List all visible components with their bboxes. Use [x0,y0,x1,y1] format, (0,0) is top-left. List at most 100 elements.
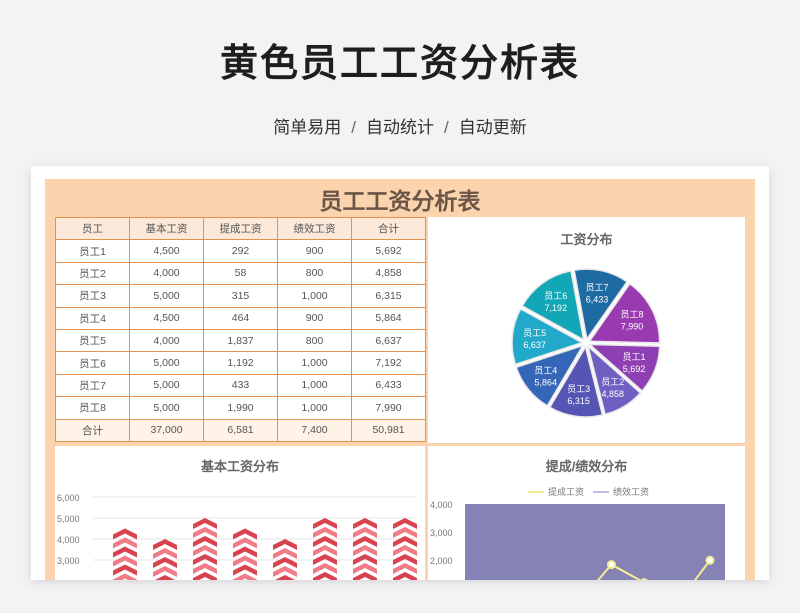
subtitle-part-auto-stat: 自动统计 [366,118,434,137]
pie-chart-title: 工资分布 [560,232,613,247]
pie-slice-label: 员工7 [585,283,608,293]
pie-chart-panel: 工资分布 员工8 7,990 员工1 5,692 员工2 4,858 员工3 6,315 员工4… [428,217,745,443]
bar [153,539,177,580]
pie-slice [511,307,584,366]
bar-chevron [193,545,217,556]
bar-chevron [233,573,257,580]
pie-slice [548,345,604,418]
pie-slice-value: 5,864 [535,377,558,387]
bar-chevron [273,566,297,577]
bar-chevron [193,518,217,529]
bar [353,518,377,580]
table-total-row: 合计 37,000 6,581 7,400 50,981 [55,418,426,442]
pie-slice [587,343,661,393]
cell-performance: 900 [277,306,352,330]
total-cell-total: 50,981 [351,418,426,442]
pie-slice-label: 员工3 [567,384,590,394]
series-point [606,560,616,570]
cell-employee: 员工2 [55,261,130,286]
header-total: 合计 [351,216,426,241]
cell-commission: 1,837 [203,328,278,353]
pie-slice-label: 员工6 [544,291,567,301]
bar-chevron [353,536,377,547]
salary-table: 员工 基本工资 提成工资 绩效工资 合计 员工1 4,500 292 900 5,692… [55,216,426,442]
bar-chevron [313,563,337,574]
table-row: 员工8 5,000 1,990 1,000 7,990 [55,396,426,420]
bar-chevron [313,545,337,556]
bar-chevron [273,548,297,559]
table-row: 员工7 5,000 433 1,000 6,433 [55,373,426,398]
bar [313,518,337,580]
table-row: 员工6 5,000 1,192 1,000 7,192 [55,351,426,375]
bar-chevron [313,572,337,580]
bar-chevron [353,572,377,580]
cell-commission: 1,990 [203,396,278,420]
cell-performance: 1,000 [277,351,352,375]
bar [113,528,137,580]
total-cell-performance: 7,400 [277,418,352,442]
cell-employee: 员工5 [55,328,130,353]
subtitle-separator: / [351,118,356,137]
cell-base-salary: 4,500 [129,239,204,263]
y-tick-label: 3,000 [430,528,453,538]
series-point [640,578,648,580]
page-title: 黄色员工工资分析表 [219,43,580,85]
cell-commission: 464 [203,306,278,330]
bar-chevron [273,557,297,568]
bar-chevron [193,527,217,538]
pie-chart: 员工8 7,990 员工1 5,692 员工2 4,858 员工3 6,315 员工4 5,864… [511,268,661,418]
pie-slice-value: 7,990 [621,322,644,332]
cell-base-salary: 5,000 [129,396,204,420]
bar-chevron [113,555,137,567]
bar-chevron [275,575,295,580]
bar-chevron [393,518,417,529]
cell-performance: 800 [277,261,352,286]
pie-slice-value: 4,858 [601,389,624,399]
y-tick-label: 6,000 [57,493,80,503]
table-row: 员工4 4,500 464 900 5,864 [55,306,426,330]
subtitle-part-auto-update: 自动更新 [458,118,527,137]
pie-slice-label: 员工4 [534,365,557,375]
cell-performance: 1,000 [277,284,352,308]
cell-base-salary: 5,000 [129,351,204,375]
line-chart-panel: 提成/绩效分布 提成工资 绩效工资 4,000 3,000 2,000 [428,446,745,580]
bar [193,518,217,580]
pie-slice-value: 6,637 [523,340,546,350]
bar-chevron [193,536,217,547]
bar-chevron [113,546,137,558]
header-employee: 员工 [55,216,130,241]
sheet-title: 员工工资分析表 [319,188,481,214]
bar-chevron [153,566,177,577]
y-tick-label: 3,000 [57,556,80,566]
bar-chevron [113,564,137,576]
y-tick-label: 2,000 [430,556,453,566]
cell-commission: 433 [203,373,278,398]
series-point [705,555,715,565]
bar-chevron [193,572,217,580]
header-base-salary: 基本工资 [129,216,204,241]
line-chart-title: 提成/绩效分布 [545,459,628,474]
bar-chevron [393,545,417,556]
bar-chevron [233,528,257,540]
bar-chevron [233,564,257,576]
pie-slice [586,344,642,416]
header-commission: 提成工资 [203,216,278,241]
y-tick-label: 4,000 [57,535,80,545]
cell-employee: 员工4 [55,306,130,330]
bar-chart: 6,000 5,000 4,000 3,000 [57,493,417,580]
bar-chevron [155,575,175,580]
cell-commission: 292 [203,239,278,263]
table-row: 员工5 4,000 1,837 800 6,637 [55,328,426,353]
bar [393,518,417,580]
bar-chevron [113,528,137,540]
plot-area [465,504,725,580]
bar-chevron [393,527,417,538]
y-tick-label: 5,000 [57,514,80,524]
bar-chevron [313,527,337,538]
bar-chevron [313,518,337,529]
bar [233,528,257,580]
cell-employee: 员工8 [55,396,130,420]
total-cell-base-salary: 37,000 [129,418,204,442]
page-subtitle: 简单易用 / 自动统计 / 自动更新 [0,113,800,138]
bar-chevron [233,537,257,549]
